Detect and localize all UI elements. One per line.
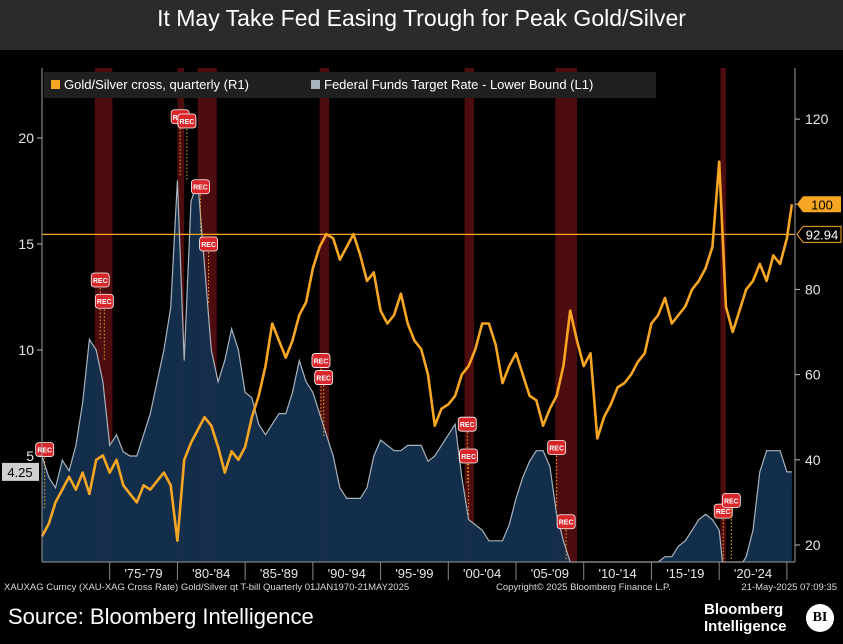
chart: REC REC REC REC REC REC REC REC REC REC REC REC REC R…: [2, 68, 842, 580]
rec-marker: REC: [457, 416, 477, 432]
gold-silver-series: [40, 160, 794, 542]
rec-marker-box: [311, 353, 331, 368]
x-tick-label: '90-'94: [328, 566, 366, 580]
x-tick-label: '95-'99: [395, 566, 433, 580]
fed-funds-series: [41, 180, 792, 563]
rec-marker-label: REC: [97, 299, 112, 306]
footer-ticker: XAUXAG Curncy (XAU-XAG Cross Rate) Gold/…: [4, 582, 410, 593]
rec-marker: REC: [191, 179, 210, 195]
rec-marker-box: [556, 514, 576, 530]
rec-marker-box: [191, 179, 210, 195]
recession-band: [720, 68, 726, 562]
reference-line-text: 92.94: [806, 227, 839, 242]
x-tick-label: '15-'19: [666, 566, 704, 580]
rec-marker: REC: [547, 440, 567, 455]
title-bar: [0, 0, 843, 50]
rec-marker-box: [547, 440, 567, 455]
y-left-tick-label: 10: [18, 342, 34, 358]
legend-label-gold: Gold/Silver cross, quarterly (R1): [64, 77, 249, 92]
rec-marker: REC: [35, 442, 55, 458]
footer-date: 21-May-2025 07:09:35: [741, 582, 837, 593]
rec-marker-label: REC: [201, 242, 216, 249]
rec-marker-box: [90, 272, 110, 288]
rec-marker-label: REC: [549, 446, 564, 453]
legend: Gold/Silver cross, quarterly (R1) Federa…: [44, 72, 656, 98]
x-tick-label: '20-'24: [734, 566, 772, 580]
last-value-label-left: 4.25: [2, 462, 39, 481]
rec-marker-box: [94, 293, 114, 309]
recession-band: [319, 68, 330, 562]
rec-marker: REC: [311, 353, 331, 368]
rec-marker-label: REC: [559, 520, 574, 527]
y-left-tick-label: 20: [18, 130, 34, 146]
last-value-text: 4.25: [7, 465, 32, 480]
rec-marker: REC: [94, 293, 114, 309]
source-label: Source: Bloomberg Intelligence: [8, 604, 314, 629]
rec-marker: REC: [199, 236, 218, 252]
rec-marker: REC: [556, 514, 576, 530]
axes: 5 10 15 20 20 40 60 80 100 120 '75-'79 '80-'84 '85-'…: [2, 68, 842, 580]
last-value-text: 100: [811, 197, 833, 212]
recession-band: [464, 68, 475, 562]
x-tick-label: '00-'04: [463, 566, 501, 580]
legend-swatch-gold: [51, 80, 60, 89]
x-tick-label: '80-'84: [192, 566, 230, 580]
rec-marker: REC: [90, 272, 110, 288]
footer-copyright: Copyright© 2025 Bloomberg Finance L.P.: [496, 582, 671, 593]
reference-line-label: 92.94: [796, 225, 842, 243]
rec-markers: REC REC REC REC REC REC REC REC REC REC REC REC REC R…: [35, 109, 741, 562]
y-right-tick-label: 40: [805, 452, 821, 468]
x-tick-label: '10-'14: [598, 566, 636, 580]
rec-marker-label: REC: [460, 422, 475, 429]
rec-marker: REC: [314, 370, 334, 385]
y-left-tick-label: 15: [18, 236, 34, 252]
rec-marker-box: [459, 448, 479, 464]
rec-marker-label: REC: [461, 454, 476, 461]
last-value-tag: [797, 196, 841, 213]
rec-marker: REC: [721, 493, 741, 508]
rec-marker: REC: [459, 448, 479, 464]
y-right-tick-label: 60: [805, 367, 821, 383]
rec-marker-box: [199, 236, 218, 252]
rec-marker-label: REC: [724, 499, 739, 506]
rec-marker-label: REC: [37, 448, 52, 455]
rec-marker: REC: [177, 113, 197, 129]
gold-silver-line: [40, 160, 794, 542]
last-value-tag: [2, 462, 39, 481]
reference-line-tag: [796, 225, 842, 243]
logo-line2: Intelligence: [704, 618, 787, 635]
rec-marker-label: REC: [193, 185, 208, 192]
y-left-tick-label: 5: [26, 448, 34, 464]
recession-band: [555, 68, 577, 562]
fed-funds-area: [42, 180, 792, 562]
bi-badge-icon: BI: [806, 604, 834, 632]
rec-marker-label: REC: [716, 509, 731, 516]
chart-title: It May Take Fed Easing Trough for Peak G…: [157, 5, 686, 31]
y-right-tick-label: 120: [805, 111, 829, 127]
legend-swatch-fed: [311, 80, 320, 89]
legend-label-fed: Federal Funds Target Rate - Lower Bound …: [324, 77, 593, 92]
rec-marker-label: REC: [93, 278, 108, 285]
rec-marker-box: [721, 493, 741, 508]
y-right-tick-label: 80: [805, 281, 821, 297]
rec-marker-label: REC: [180, 119, 195, 126]
rec-marker-box: [457, 416, 477, 432]
x-tick-label: '75-'79: [124, 566, 162, 580]
y-right-tick-label: 20: [805, 537, 821, 553]
fed-funds-line: [41, 180, 792, 563]
legend-background: [44, 72, 656, 98]
rec-marker-box: [314, 370, 334, 385]
rec-marker-label: REC: [316, 376, 331, 383]
x-separators: [109, 562, 788, 580]
x-tick-label: '05-'09: [531, 566, 569, 580]
last-value-label-right: 100: [797, 196, 841, 213]
logo-line1: Bloomberg: [704, 601, 784, 618]
x-tick-label: '85-'89: [260, 566, 298, 580]
rec-marker-label: REC: [314, 359, 329, 366]
rec-marker-box: [177, 113, 197, 129]
rec-marker-box: [35, 442, 55, 458]
bloomberg-logo: Bloomberg Intelligence: [704, 601, 787, 635]
